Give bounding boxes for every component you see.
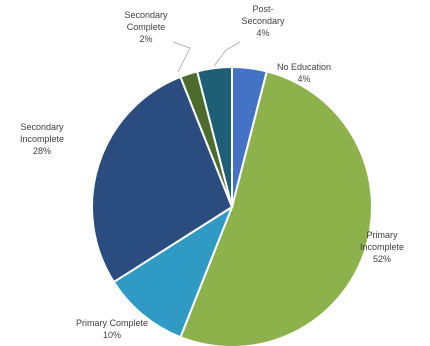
slice-label: Primary Incomplete 52% — [360, 230, 404, 264]
slice-label-line: 4% — [256, 28, 269, 38]
leader-lines — [172, 41, 241, 73]
slice-label: Secondary Complete 2% — [124, 10, 168, 44]
slice-label-line: 2% — [139, 34, 152, 44]
slice-label-line: 4% — [297, 74, 310, 84]
pie-slice — [179, 70, 373, 346]
slice-label-line: 28% — [33, 146, 51, 156]
slice-label-line: Secondary — [241, 16, 285, 26]
data-labels: No Education 4%Primary Incomplete 52%Primar… — [20, 4, 404, 340]
slice-label: Primary Complete 10% — [76, 318, 148, 340]
pie-slices — [90, 65, 373, 346]
slice-label-line: Incomplete — [20, 134, 64, 144]
slice-label-line: No Education — [277, 62, 331, 72]
slice-label-line: 52% — [373, 254, 391, 264]
slice-label-line: Primary — [367, 230, 398, 240]
pie-slice — [90, 75, 234, 284]
slice-label-line: Complete — [127, 22, 166, 32]
slice-label: Post- Secondary 4% — [241, 4, 285, 38]
slice-label-line: Post- — [252, 4, 273, 14]
pie-slice — [195, 65, 233, 208]
pie-slice — [112, 204, 235, 339]
slice-label-line: 10% — [103, 330, 121, 340]
slice-label: Secondary Incomplete 28% — [20, 122, 64, 156]
slice-label: No Education 4% — [277, 62, 331, 84]
slice-label-line: Primary Complete — [76, 318, 148, 328]
leader-line — [213, 41, 241, 67]
slice-label-line: Incomplete — [360, 242, 404, 252]
leader-line — [172, 41, 191, 73]
slice-label-line: Secondary — [124, 10, 168, 20]
slice-label-line: Secondary — [20, 122, 64, 132]
